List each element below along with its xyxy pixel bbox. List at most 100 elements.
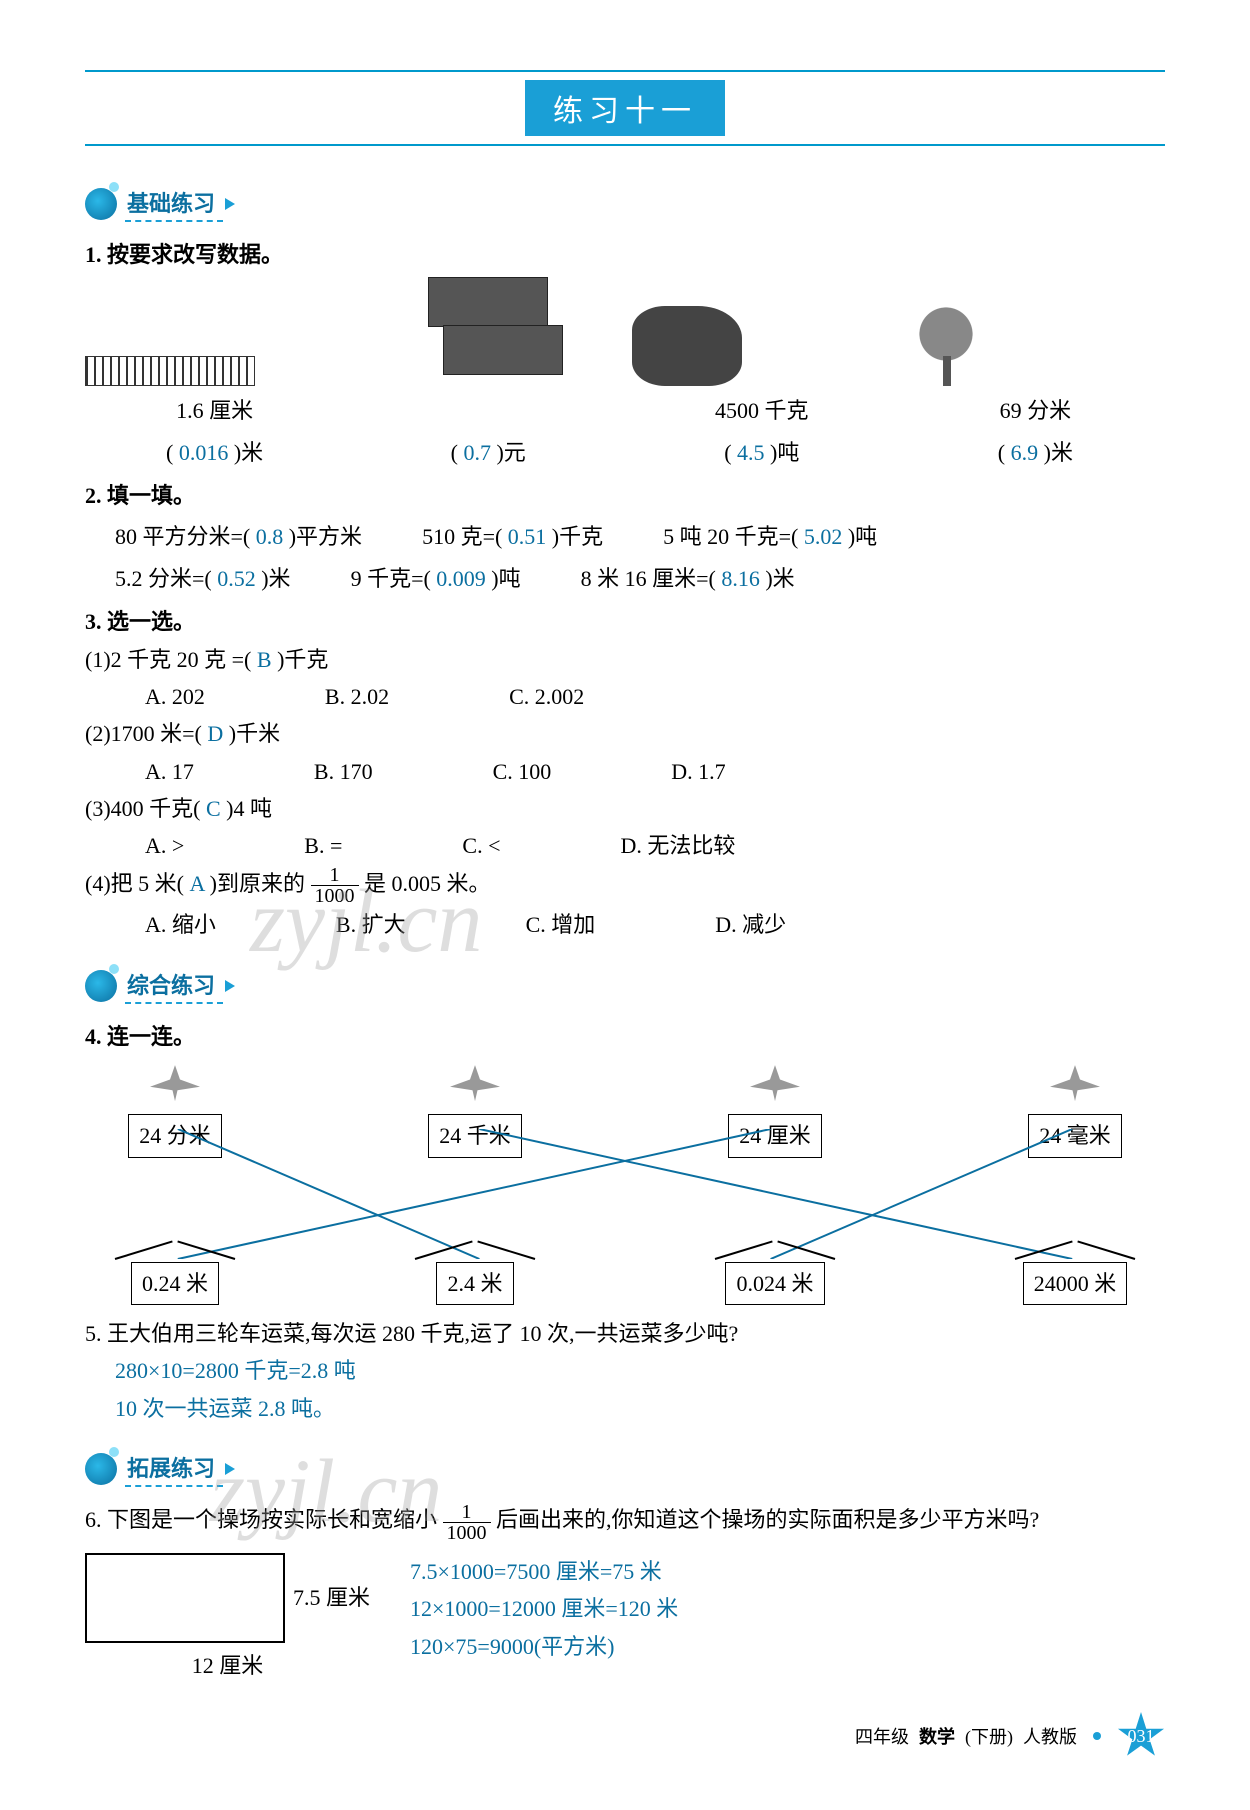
section-basic-label: 基础练习 bbox=[125, 186, 223, 222]
q3-4-d: D. 减少 bbox=[715, 906, 786, 943]
page-footer: 四年级 数学 (下册) 人教版 031 bbox=[855, 1712, 1165, 1760]
q2-10-l: 5.2 分米=( bbox=[115, 566, 212, 591]
q2-10-r: )米 bbox=[261, 566, 290, 591]
q1-ans-0: 0.016 bbox=[179, 440, 229, 465]
frac-top: 1 bbox=[311, 865, 359, 886]
q4-prompt: 4. 连一连。 bbox=[85, 1018, 1165, 1055]
q3-2-b: B. 170 bbox=[314, 753, 373, 790]
page-title: 练习十一 bbox=[525, 80, 725, 136]
q2-11-r: )吨 bbox=[491, 566, 520, 591]
q3-2-stem-l: (2)1700 米=( bbox=[85, 721, 202, 746]
q3-3-stem-l: (3)400 千克( bbox=[85, 796, 200, 821]
q3-1-ans: B bbox=[257, 647, 272, 672]
q3-2-stem-r: )千米 bbox=[229, 721, 280, 746]
bird-icon bbox=[750, 1065, 800, 1101]
q2-01-l: 510 克=( bbox=[422, 524, 502, 549]
q6: 6. 下图是一个操场按实际长和宽缩小 11000 后画出来的,你知道这个操场的实… bbox=[85, 1501, 1165, 1684]
q3-2-c: C. 100 bbox=[493, 753, 552, 790]
q3-4-c: C. 增加 bbox=[526, 906, 596, 943]
page-number-star: 031 bbox=[1117, 1712, 1165, 1760]
dot-icon bbox=[1093, 1732, 1101, 1740]
q1-given-0: 1.6 厘米 bbox=[176, 398, 253, 423]
q2-12-l: 8 米 16 厘米=( bbox=[581, 566, 716, 591]
bot-node-1: 2.4 米 bbox=[436, 1262, 513, 1305]
q5-work-0: 280×10=2800 千克=2.8 吨 bbox=[115, 1352, 1165, 1389]
q2-11-a: 0.009 bbox=[436, 566, 486, 591]
q1-given-3: 69 分米 bbox=[1000, 398, 1072, 423]
q3-4-a: A. 缩小 bbox=[145, 906, 216, 943]
q2-02-l: 5 吨 20 千克=( bbox=[663, 524, 798, 549]
q3-1-stem-l: (1)2 千克 20 克 =( bbox=[85, 647, 251, 672]
frac-bot: 1000 bbox=[311, 886, 359, 906]
q2-01-a: 0.51 bbox=[508, 524, 547, 549]
bird-icon bbox=[450, 1065, 500, 1101]
frac-bot-2: 1000 bbox=[443, 1523, 491, 1543]
q2-00-a: 0.8 bbox=[256, 524, 284, 549]
q3-4-tail: 是 0.005 米。 bbox=[364, 871, 491, 896]
q2-prompt: 2. 填一填。 bbox=[85, 477, 1165, 514]
q1-ans-1: 0.7 bbox=[463, 440, 491, 465]
bot-node-0: 0.24 米 bbox=[131, 1262, 219, 1305]
rectangle-figure bbox=[85, 1553, 285, 1643]
q6-work-1: 12×1000=12000 厘米=120 米 bbox=[410, 1590, 678, 1627]
q2-12-a: 8.16 bbox=[721, 566, 760, 591]
bot-node-2: 0.024 米 bbox=[725, 1262, 824, 1305]
q3-3-d: D. 无法比较 bbox=[620, 827, 735, 864]
q3-prompt: 3. 选一选。 bbox=[85, 603, 1165, 640]
bot-node-3: 24000 米 bbox=[1023, 1262, 1128, 1305]
footer-subject: 数学 bbox=[919, 1723, 955, 1749]
bird-icon bbox=[150, 1065, 200, 1101]
arrow-icon bbox=[225, 980, 235, 992]
q2: 2. 填一填。 80 平方分米=( 0.8 )平方米 510 克=( 0.51 … bbox=[85, 477, 1165, 597]
q1-ans-2: 4.5 bbox=[737, 440, 765, 465]
q3-2-a: A. 17 bbox=[145, 753, 194, 790]
q1-ans-3: 6.9 bbox=[1011, 440, 1039, 465]
q3-1-stem-r: )千克 bbox=[277, 647, 328, 672]
q1-unit-3: )米 bbox=[1044, 440, 1073, 465]
section-ext-label: 拓展练习 bbox=[125, 1451, 223, 1487]
q1-prompt: 1. 按要求改写数据。 bbox=[85, 236, 1165, 273]
matching-diagram: 24 分米 24 千米 24 厘米 24 毫米 0.24 米 2.4 米 0.0… bbox=[105, 1065, 1145, 1305]
q1-unit-2: )吨 bbox=[770, 440, 799, 465]
section-bullet-icon bbox=[85, 188, 117, 220]
q6-prompt-r: 后画出来的,你知道这个操场的实际面积是多少平方米吗? bbox=[496, 1507, 1039, 1532]
q3-4-stem-l: (4)把 5 米( bbox=[85, 871, 184, 896]
q3-3-b: B. = bbox=[304, 827, 342, 864]
q2-10-a: 0.52 bbox=[217, 566, 256, 591]
elephant-image bbox=[632, 306, 742, 386]
banknote-image bbox=[428, 277, 548, 327]
q3-4-ans: A bbox=[189, 871, 204, 896]
q5-work-1: 10 次一共运菜 2.8 吨。 bbox=[115, 1390, 1165, 1427]
section-basic: 基础练习 bbox=[85, 186, 1165, 222]
q2-12-r: )米 bbox=[765, 566, 794, 591]
q3-3-a: A. > bbox=[145, 827, 184, 864]
section-bullet-icon bbox=[85, 970, 117, 1002]
q5-prompt: 5. 王大伯用三轮车运菜,每次运 280 千克,运了 10 次,一共运菜多少吨? bbox=[85, 1315, 1165, 1352]
q1-given-2: 4500 千克 bbox=[715, 398, 809, 423]
frac-top-2: 1 bbox=[443, 1502, 491, 1523]
q2-00-r: )平方米 bbox=[289, 524, 362, 549]
q2-01-r: )千克 bbox=[552, 524, 603, 549]
footer-edition: 人教版 bbox=[1023, 1723, 1077, 1749]
q1: 1. 按要求改写数据。 1.6 厘米 4500 千克 69 分米 ( 0.016… bbox=[85, 236, 1165, 471]
section-comp-label: 综合练习 bbox=[125, 968, 223, 1004]
q3-3-ans: C bbox=[206, 796, 221, 821]
banknote-image-2 bbox=[443, 325, 563, 375]
matching-lines bbox=[105, 1129, 1145, 1259]
section-comprehensive: 综合练习 bbox=[85, 968, 1165, 1004]
ruler-image bbox=[85, 356, 255, 386]
fraction-q6: 11000 bbox=[443, 1502, 491, 1543]
q3-3-stem-r: )4 吨 bbox=[226, 796, 272, 821]
q2-11-l: 9 千克=( bbox=[351, 566, 431, 591]
q3-4-stem-r: )到原来的 bbox=[210, 871, 305, 896]
top-rule bbox=[85, 70, 1165, 72]
under-rule bbox=[85, 144, 1165, 146]
tree-image bbox=[906, 306, 986, 386]
footer-grade: 四年级 bbox=[855, 1723, 909, 1749]
q3-1-a: A. 202 bbox=[145, 678, 205, 715]
q6-work-2: 120×75=9000(平方米) bbox=[410, 1628, 678, 1665]
section-extension: 拓展练习 bbox=[85, 1451, 1165, 1487]
section-bullet-icon bbox=[85, 1453, 117, 1485]
q3-1-c: C. 2.002 bbox=[509, 678, 584, 715]
q1-unit-0: )米 bbox=[234, 440, 263, 465]
